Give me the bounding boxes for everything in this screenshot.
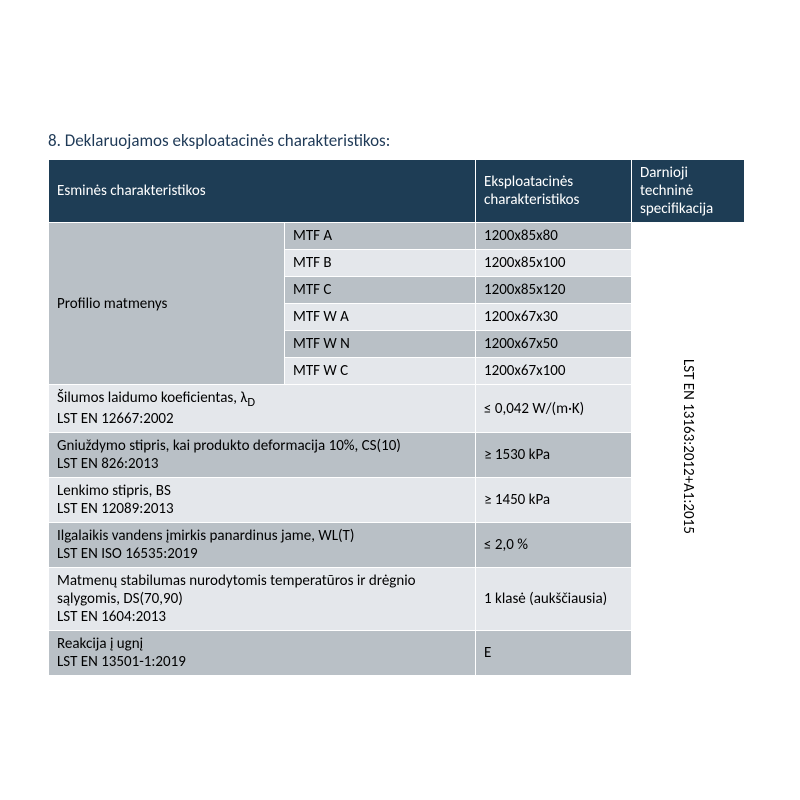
profile-dim: 1200x85x100 bbox=[476, 250, 631, 276]
prop-value: ≥ 1450 kPa bbox=[476, 478, 631, 522]
table-row: Profilio matmenys MTF A 1200x85x80 LST E… bbox=[49, 223, 744, 249]
profile-dim: 1200x67x50 bbox=[476, 331, 631, 357]
table-header-row: Esminės charakteristikos Eksploatacinės … bbox=[49, 160, 744, 222]
prop-value: 1 klasė (aukščiausia) bbox=[476, 568, 631, 630]
prop-value: E bbox=[476, 631, 631, 675]
prop-value: ≤ 0,042 W/(m·K) bbox=[476, 385, 631, 432]
profile-code: MTF W A bbox=[285, 304, 475, 330]
col-harmonized-spec: Darnioji techninė specifikacija bbox=[632, 160, 744, 222]
section-title: 8. Deklaruojamos eksploatacinės charakte… bbox=[48, 130, 752, 151]
profile-dim: 1200x67x30 bbox=[476, 304, 631, 330]
characteristics-table: Esminės charakteristikos Eksploatacinės … bbox=[48, 159, 745, 676]
harmonized-spec-cell: LST EN 13163:2012+A1:2015 bbox=[632, 223, 744, 675]
profile-dim: 1200x67x100 bbox=[476, 358, 631, 384]
prop-name: Gniuždymo stipris, kai produkto deformac… bbox=[49, 433, 475, 477]
profile-code: MTF W N bbox=[285, 331, 475, 357]
prop-name: Lenkimo stipris, BS LST EN 12089:2013 bbox=[49, 478, 475, 522]
prop-value: ≤ 2,0 % bbox=[476, 523, 631, 567]
harmonized-spec-text: LST EN 13163:2012+A1:2015 bbox=[679, 359, 697, 534]
prop-name: Reakcija į ugnį LST EN 13501-1:2019 bbox=[49, 631, 475, 675]
profile-dimensions-label: Profilio matmenys bbox=[49, 223, 284, 384]
col-performance-characteristics: Eksploatacinės charakteristikos bbox=[476, 160, 631, 222]
profile-code: MTF C bbox=[285, 277, 475, 303]
profile-dim: 1200x85x80 bbox=[476, 223, 631, 249]
prop-name: Matmenų stabilumas nurodytomis temperatū… bbox=[49, 568, 475, 630]
profile-code: MTF W C bbox=[285, 358, 475, 384]
col-essential-characteristics: Esminės charakteristikos bbox=[49, 160, 475, 222]
prop-name: Šilumos laidumo koeficientas, λD LST EN … bbox=[49, 385, 475, 432]
profile-code: MTF A bbox=[285, 223, 475, 249]
prop-name: Ilgalaikis vandens įmirkis panardinus ja… bbox=[49, 523, 475, 567]
profile-code: MTF B bbox=[285, 250, 475, 276]
prop-value: ≥ 1530 kPa bbox=[476, 433, 631, 477]
profile-dim: 1200x85x120 bbox=[476, 277, 631, 303]
